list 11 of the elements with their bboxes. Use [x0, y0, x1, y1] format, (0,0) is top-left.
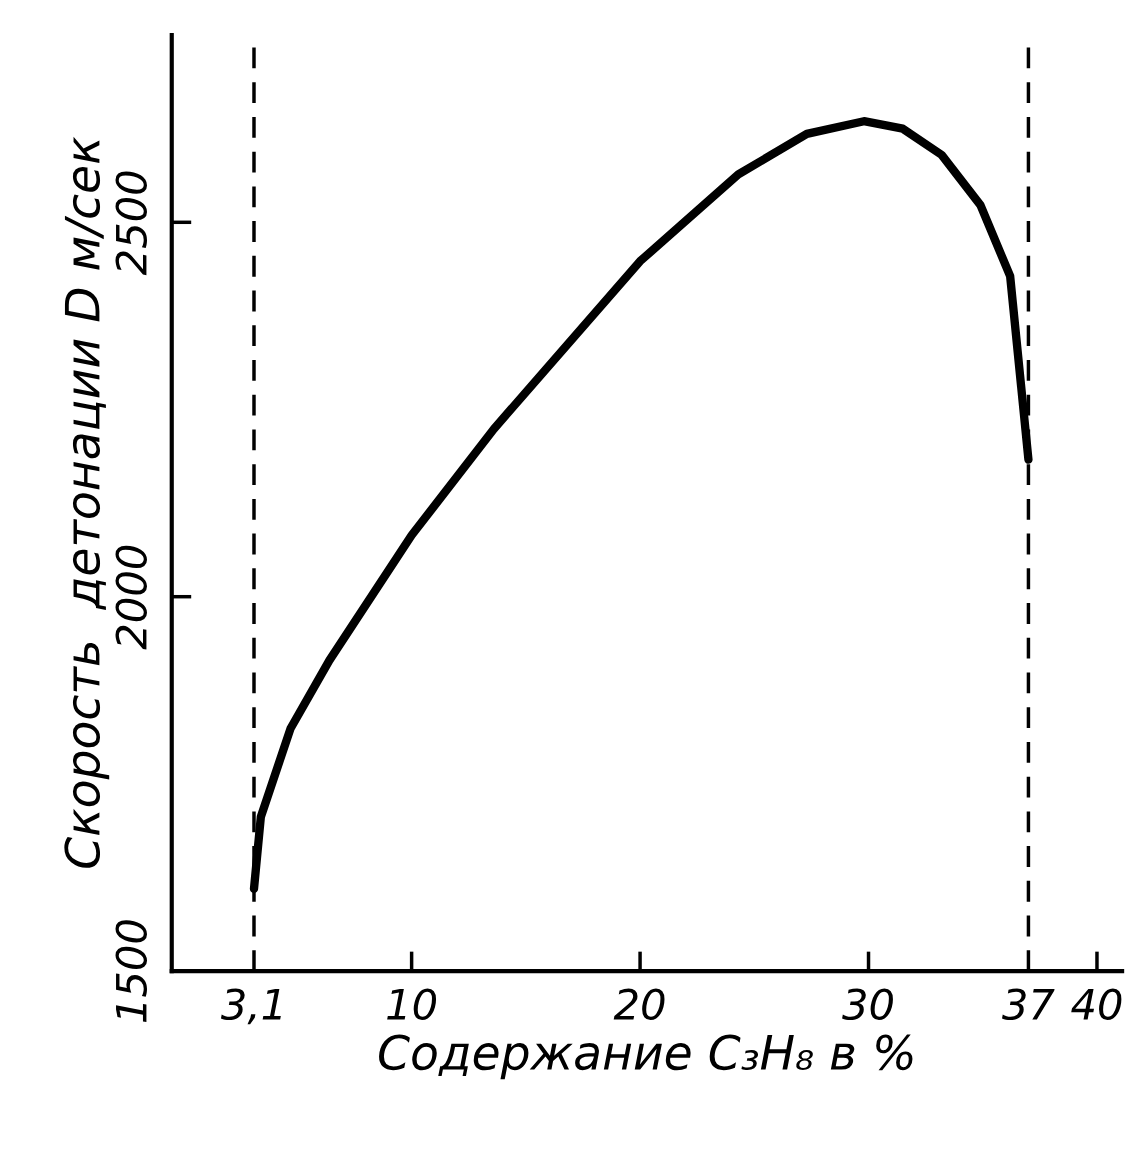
x-tick-label: 20 [613, 988, 665, 1021]
y-axis-title: Скорость детонации D м/сек [64, 136, 110, 868]
y-tick-label: 2500 [115, 171, 148, 276]
x-tick-label: 3,1 [220, 988, 281, 1025]
y-tick-label: 2000 [115, 545, 148, 650]
x-axis-title: Содержание C₃H₈ в % [379, 1034, 913, 1080]
x-tick-label: 40 [1071, 988, 1122, 1021]
x-tick-label: 37 [1002, 988, 1055, 1021]
x-tick-label: 30 [842, 988, 893, 1021]
y-tick-label: 1500 [115, 920, 148, 1023]
x-tick-label: 10 [387, 988, 437, 1021]
